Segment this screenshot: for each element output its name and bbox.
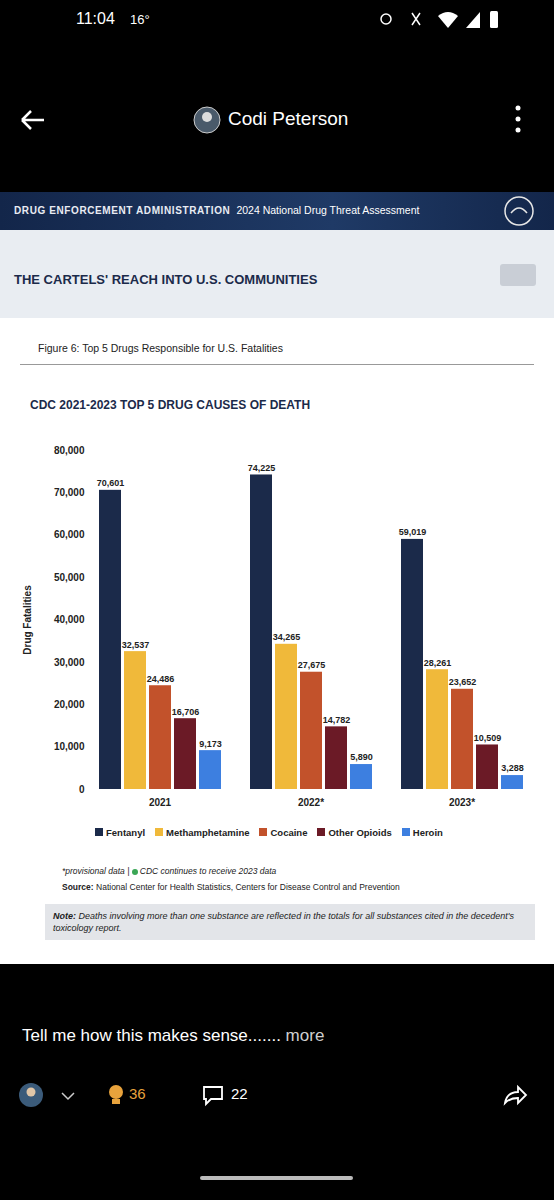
html-text:Fentanyl: Fentanyl: [106, 826, 146, 838]
svg-text:50,000: 50,000: [54, 572, 85, 583]
svg-text:0: 0: [79, 784, 85, 795]
svg-text:74,225: 74,225: [248, 463, 276, 473]
svg-text:2022*: 2022*: [298, 797, 324, 808]
svg-text:70,000: 70,000: [54, 487, 85, 498]
html-text:Other Opioids: Other Opioids: [328, 826, 392, 838]
svg-text:32,537: 32,537: [122, 640, 150, 650]
html-text:CDC continues to receive 2023: CDC continues to receive 2023 data: [139, 866, 277, 876]
svg-text:10,000: 10,000: [54, 741, 85, 752]
html-text:22: 22: [231, 1085, 248, 1102]
svg-text:2023*: 2023*: [449, 797, 475, 808]
svg-text:3,288: 3,288: [501, 763, 524, 773]
svg-text:59,019: 59,019: [399, 527, 427, 537]
svg-text:20,000: 20,000: [54, 699, 85, 710]
html-text:36: 36: [129, 1085, 146, 1102]
html-text:CDC 2021-2023 TOP 5 DRUG CAUSE: CDC 2021-2023 TOP 5 DRUG CAUSES OF DEATH: [30, 398, 311, 412]
svg-text:14,782: 14,782: [323, 715, 351, 725]
svg-text:2021: 2021: [149, 797, 172, 808]
html-text:Codi Peterson: Codi Peterson: [228, 108, 349, 129]
html-text:Tell me how this makes sense..: Tell me how this makes sense....... more: [22, 1026, 325, 1045]
svg-text:30,000: 30,000: [54, 657, 85, 668]
svg-text:9,173: 9,173: [199, 739, 222, 749]
svg-text:28,261: 28,261: [424, 658, 452, 668]
html-text:Figure 6: Top 5 Drugs Responsi: Figure 6: Top 5 Drugs Responsible for U.…: [38, 342, 283, 354]
html-text:Source: National Center for He: Source: National Center for Health Stati…: [62, 882, 400, 892]
html-text:16°: 16°: [130, 12, 150, 27]
svg-text:16,706: 16,706: [172, 707, 200, 717]
html-text:Heroin: Heroin: [412, 826, 443, 838]
svg-text:23,652: 23,652: [449, 677, 477, 687]
html-text:11:04: 11:04: [76, 10, 115, 27]
html-text:2024 National Drug Threat Asse: 2024 National Drug Threat Assessment: [236, 204, 420, 216]
html-text:Cocaine: Cocaine: [270, 826, 308, 838]
svg-text:5,890: 5,890: [350, 752, 373, 762]
html-text:THE CARTELS' REACH INTO U.S. C: THE CARTELS' REACH INTO U.S. COMMUNITIES: [14, 272, 318, 287]
html-text:*provisional data |: *provisional data |: [62, 866, 132, 876]
svg-text:24,486: 24,486: [147, 674, 175, 684]
svg-text:10,509: 10,509: [474, 733, 502, 743]
svg-text:70,601: 70,601: [97, 478, 125, 488]
html-text:Methamphetamine: Methamphetamine: [166, 826, 250, 838]
html-text:Note: Deaths involving more th: Note: Deaths involving more than one sub…: [53, 911, 514, 933]
svg-text:Drug Fatalities: Drug Fatalities: [22, 585, 33, 655]
svg-text:27,675: 27,675: [298, 660, 326, 670]
html-text:DRUG ENFORCEMENT ADMINISTRATIO: DRUG ENFORCEMENT ADMINISTRATION: [14, 205, 231, 216]
svg-text:40,000: 40,000: [54, 614, 85, 625]
svg-text:60,000: 60,000: [54, 529, 85, 540]
svg-text:80,000: 80,000: [54, 445, 85, 456]
svg-text:34,265: 34,265: [273, 632, 301, 642]
